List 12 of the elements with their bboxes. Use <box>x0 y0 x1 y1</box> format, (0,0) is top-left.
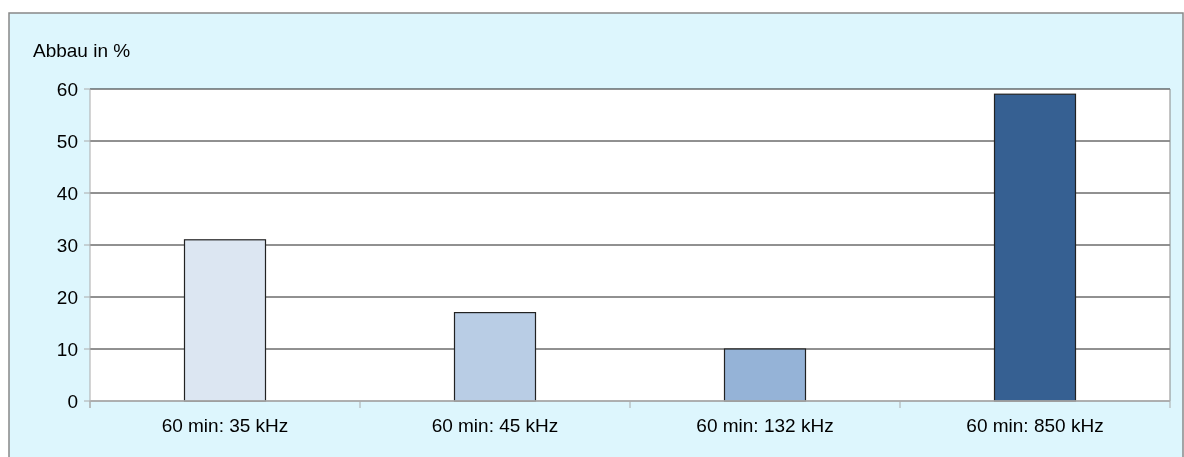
y-tick-label: 40 <box>56 182 78 204</box>
x-tick-label: 60 min: 45 kHz <box>431 415 559 436</box>
y-tick-label: 10 <box>56 338 78 360</box>
x-tick-label: 60 min: 850 kHz <box>966 415 1104 436</box>
y-tick-label: 60 <box>56 78 78 100</box>
y-axis-title: Abbau in % <box>33 40 131 61</box>
y-tick-label: 20 <box>56 286 78 308</box>
y-tick-label: 30 <box>56 234 78 256</box>
y-tick-label: 0 <box>67 390 78 412</box>
x-tick-label: 60 min: 132 kHz <box>696 415 834 436</box>
x-tick-label: 60 min: 35 kHz <box>161 415 289 436</box>
y-tick-label: 50 <box>56 130 78 152</box>
